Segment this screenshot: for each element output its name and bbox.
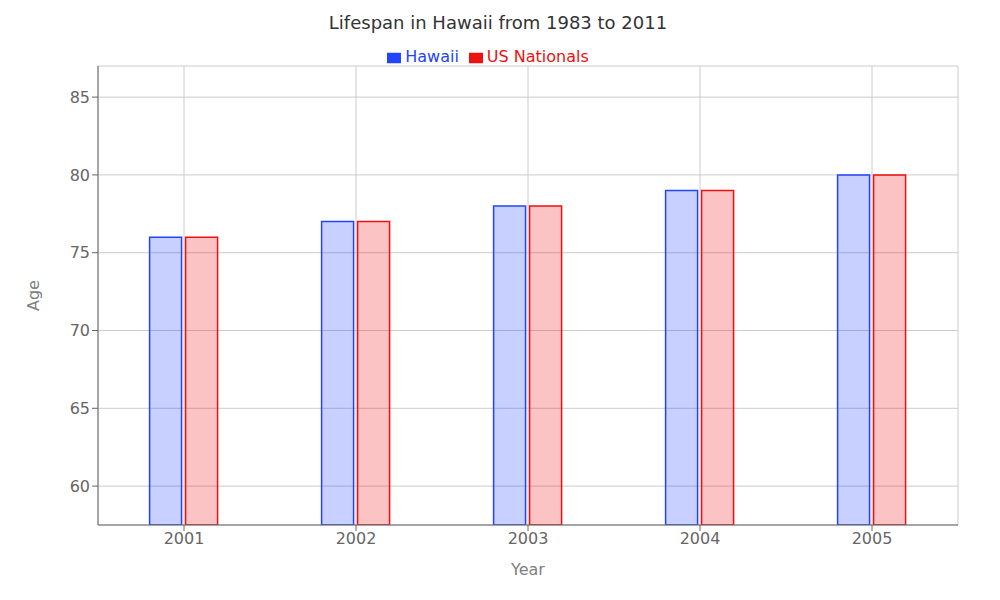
svg-text:2004: 2004 (680, 529, 721, 548)
svg-text:65: 65 (70, 399, 90, 418)
html-text:Hawaii: Hawaii (405, 47, 459, 66)
svg-text:Year: Year (510, 560, 545, 579)
html-text:Lifespan in Hawaii from 1983 t: Lifespan in Hawaii from 1983 to 2011 (328, 12, 668, 33)
svg-text:80: 80 (70, 166, 90, 185)
svg-text:Age: Age (24, 280, 43, 311)
svg-text:2003: 2003 (508, 529, 549, 548)
svg-text:2005: 2005 (852, 529, 893, 548)
svg-text:2001: 2001 (164, 529, 205, 548)
svg-text:2002: 2002 (336, 529, 377, 548)
svg-text:60: 60 (70, 477, 90, 496)
html-text:US Nationals: US Nationals (486, 47, 589, 66)
svg-text:75: 75 (70, 243, 90, 262)
svg-text:85: 85 (70, 88, 90, 107)
svg-text:70: 70 (70, 321, 90, 340)
